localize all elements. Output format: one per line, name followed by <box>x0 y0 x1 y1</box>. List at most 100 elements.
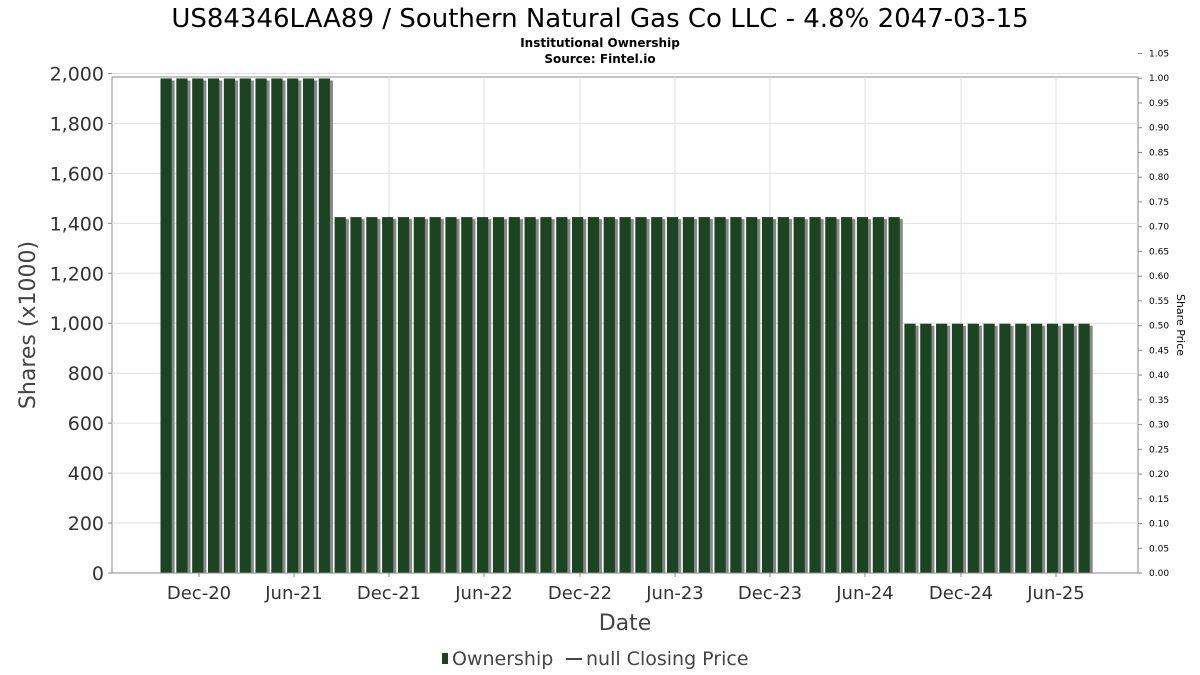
bar <box>746 217 758 574</box>
y2-tick-label: 0.30 <box>1149 421 1169 431</box>
bar <box>761 217 774 574</box>
x-tick-label: Jun-21 <box>264 583 323 604</box>
bar <box>524 217 536 574</box>
x-tick-label: Dec-21 <box>357 583 421 604</box>
bar <box>682 217 695 574</box>
bar <box>698 217 710 574</box>
x-tick-label: Dec-20 <box>167 583 231 604</box>
y2-tick-label: 0.50 <box>1149 322 1169 332</box>
bar <box>967 323 979 573</box>
bar <box>176 78 188 574</box>
y2-tick-label: 0.95 <box>1149 99 1169 109</box>
bar <box>983 323 995 573</box>
bar <box>1078 323 1090 573</box>
chart-subtitle-ownership: Institutional Ownership <box>520 36 680 50</box>
y2-tick-label: 0.80 <box>1149 173 1169 183</box>
chart-title: US84346LAA89 / Southern Natural Gas Co L… <box>171 4 1028 34</box>
y-tick-label: 1,600 <box>50 163 104 185</box>
bar-series-ownership <box>160 78 1093 574</box>
legend-ownership-swatch <box>442 653 448 664</box>
bar <box>825 217 837 574</box>
bar <box>730 217 742 574</box>
bar <box>777 217 789 574</box>
y-tick-label: 1,800 <box>50 113 104 135</box>
y2-tick-label: 0.70 <box>1149 223 1169 233</box>
legend: Ownership null Closing Price <box>442 648 749 670</box>
bar <box>793 217 805 574</box>
x-tick-label: Jun-24 <box>835 583 894 604</box>
bar <box>872 217 884 574</box>
legend-ownership-label: Ownership <box>452 648 553 670</box>
x-tick-label: Dec-23 <box>738 583 802 604</box>
y2-axis: 0.00 0.05 0.10 0.15 0.20 0.25 0.30 0.35 0.40 0.45… <box>1138 50 1169 579</box>
bar <box>255 78 267 574</box>
y2-tick-label: 0.05 <box>1149 544 1169 554</box>
y-tick-label: 1,000 <box>50 313 104 335</box>
y2-tick-label: 0.45 <box>1149 346 1169 356</box>
bar <box>461 217 473 574</box>
chart-subtitle-source: Source: Fintel.io <box>544 52 655 66</box>
y2-tick-label: 0.20 <box>1149 470 1169 480</box>
bar <box>192 78 204 574</box>
y2-tick-label: 0.10 <box>1149 520 1169 530</box>
legend-closing-price-label: null Closing Price <box>586 648 749 670</box>
bar <box>477 217 489 574</box>
y-tick-label: 1,200 <box>50 263 104 285</box>
bar <box>556 217 568 574</box>
bar <box>445 217 457 574</box>
y2-tick-label: 0.85 <box>1149 148 1169 158</box>
bar <box>223 78 236 574</box>
bar <box>1015 323 1027 573</box>
x-tick-label: Dec-24 <box>929 583 993 604</box>
y-axis: 0 200 400 600 800 1,000 1,200 1,400 1,600 1,800 2,… <box>50 63 112 585</box>
bar <box>841 217 853 574</box>
bar <box>1046 323 1059 573</box>
bar <box>572 217 584 574</box>
y2-tick-label: 0.90 <box>1149 124 1169 134</box>
bar <box>904 323 916 573</box>
y-axis-label: Shares (x1000) <box>16 241 41 409</box>
x-tick-label: Jun-25 <box>1026 583 1085 604</box>
bar <box>920 323 932 573</box>
bar <box>540 217 552 574</box>
bar <box>888 217 900 574</box>
y2-axis-label: Share Price <box>1174 294 1187 356</box>
y2-tick-label: 0.65 <box>1149 247 1169 257</box>
bar <box>936 323 948 573</box>
bar <box>603 217 615 574</box>
bar <box>366 217 378 574</box>
bar <box>666 217 679 574</box>
y2-tick-label: 0.40 <box>1149 371 1169 381</box>
bar <box>302 78 315 574</box>
bar <box>160 78 172 574</box>
y-tick-label: 400 <box>68 463 104 485</box>
y-tick-label: 800 <box>68 363 104 385</box>
y2-tick-label: 0.75 <box>1149 198 1169 208</box>
y-tick-label: 0 <box>92 563 104 585</box>
bar <box>951 323 964 573</box>
bar <box>714 217 726 574</box>
bar <box>856 217 869 574</box>
y-tick-label: 600 <box>68 413 104 435</box>
y2-tick-label: 1.05 <box>1149 50 1169 60</box>
bar <box>318 78 330 574</box>
y-tick-label: 1,400 <box>50 213 104 235</box>
bar <box>287 78 299 574</box>
y-tick-label: 200 <box>68 513 104 535</box>
bar <box>651 217 663 574</box>
bar <box>382 217 394 574</box>
bar <box>619 217 631 574</box>
y2-tick-label: 0.35 <box>1149 396 1169 406</box>
x-tick-label: Jun-23 <box>645 583 704 604</box>
x-axis-label: Date <box>599 611 652 636</box>
bar <box>397 217 410 574</box>
y-tick-label: 2,000 <box>50 63 104 85</box>
bar <box>429 217 441 574</box>
bar <box>999 323 1011 573</box>
bar <box>350 217 362 574</box>
bar <box>334 217 346 574</box>
bar <box>413 217 425 574</box>
x-tick-label: Dec-22 <box>548 583 612 604</box>
y2-tick-label: 0.00 <box>1149 569 1169 579</box>
